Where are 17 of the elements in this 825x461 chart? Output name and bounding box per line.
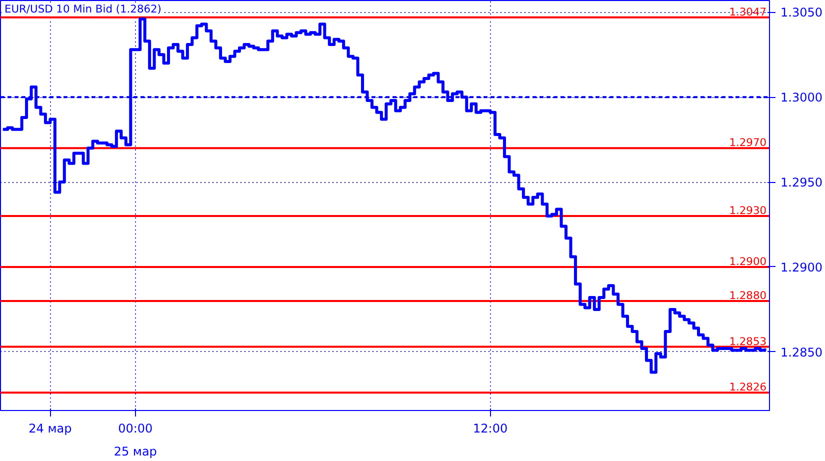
ref-line-label: 1.2900 (729, 254, 767, 268)
y-tick-label: 1.2950 (780, 176, 822, 190)
text: 25 мар (114, 444, 157, 458)
y-tick-label: 1.3050 (780, 6, 822, 20)
x-tick-label: 00:00 (118, 422, 153, 436)
y-tick-label: 1.3000 (780, 90, 822, 105)
ref-line-label: 1.2826 (729, 380, 767, 394)
ref-line-label: 1.3047 (729, 5, 767, 18)
ref-line-label: 1.2930 (729, 204, 767, 218)
x-tick-label: 12:00 (473, 422, 508, 436)
x-tick-label: 24 мар (28, 422, 72, 436)
y-tick-label: 1.2900 (780, 260, 822, 274)
y-tick-label: 1.2850 (780, 345, 822, 360)
ref-line-label: 1.2970 (729, 136, 767, 150)
ref-line-label: 1.2880 (729, 288, 767, 302)
ref-line-label: 1.2853 (729, 334, 767, 348)
chart-title: EUR/USD 10 Min Bid (1.2862) (4, 2, 162, 16)
